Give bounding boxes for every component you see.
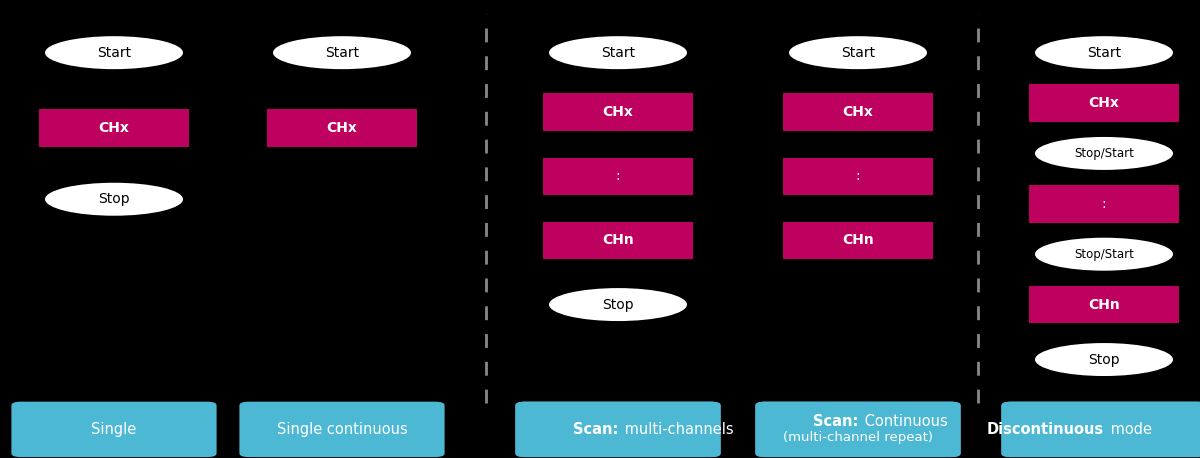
Text: Scan:: Scan: [836,414,882,430]
Text: Scan: Continuous: Scan: Continuous [793,414,923,430]
Text: Stop: Stop [1088,353,1120,366]
Text: Scan:: Scan: [812,414,858,429]
FancyBboxPatch shape [542,93,694,131]
FancyBboxPatch shape [516,402,720,457]
FancyBboxPatch shape [266,109,418,147]
Ellipse shape [1034,36,1174,69]
Text: CHx: CHx [842,105,874,119]
FancyBboxPatch shape [756,402,961,457]
FancyBboxPatch shape [1030,286,1178,323]
Text: Single: Single [91,422,137,437]
FancyBboxPatch shape [784,93,934,131]
FancyBboxPatch shape [12,402,216,457]
Ellipse shape [550,288,686,321]
Text: :: : [856,169,860,183]
Text: CHn: CHn [602,234,634,247]
Text: CHx: CHx [326,121,358,135]
FancyBboxPatch shape [1001,402,1200,457]
Text: Stop/Start: Stop/Start [1074,147,1134,160]
Text: (multi-channel repeat): (multi-channel repeat) [784,431,934,444]
Text: CHx: CHx [1088,96,1120,110]
FancyBboxPatch shape [516,402,720,457]
Text: Stop: Stop [98,192,130,206]
Text: Single continuous: Single continuous [277,422,407,437]
Text: Start: Start [1087,46,1121,60]
Text: Start: Start [97,46,131,60]
Text: Stop: Stop [602,298,634,311]
FancyBboxPatch shape [542,158,694,195]
Text: CHn: CHn [1088,298,1120,311]
Ellipse shape [1034,137,1174,170]
Text: (multi-channel repeat): (multi-channel repeat) [784,431,934,444]
FancyBboxPatch shape [542,222,694,259]
Text: Scan: multi-channels: Scan: multi-channels [541,422,695,437]
Text: CHx: CHx [602,105,634,119]
Text: Discontinuous: Discontinuous [986,422,1104,437]
FancyBboxPatch shape [1001,402,1200,457]
Text: CHn: CHn [842,234,874,247]
FancyBboxPatch shape [756,402,961,457]
FancyBboxPatch shape [784,222,934,259]
Text: :: : [1102,197,1106,211]
Ellipse shape [1034,238,1174,271]
Text: :: : [616,169,620,183]
Ellipse shape [46,183,182,216]
FancyBboxPatch shape [1030,185,1178,223]
Text: Stop/Start: Stop/Start [1074,248,1134,261]
Text: Discontinuous mode: Discontinuous mode [1030,422,1178,437]
Text: Start: Start [601,46,635,60]
Ellipse shape [46,36,182,69]
FancyBboxPatch shape [1030,84,1178,122]
Ellipse shape [1034,343,1174,376]
Ellipse shape [790,36,928,69]
Text: CHx: CHx [98,121,130,135]
Ellipse shape [550,36,686,69]
Text: Start: Start [841,46,875,60]
Ellipse shape [272,36,410,69]
Text: multi-channels: multi-channels [620,422,734,437]
FancyBboxPatch shape [38,109,190,147]
Text: Scan:: Scan: [572,422,618,437]
Text: Scan:: Scan: [835,414,881,430]
FancyBboxPatch shape [784,158,934,195]
Text: Continuous: Continuous [860,414,948,429]
FancyBboxPatch shape [239,402,444,457]
Text: mode: mode [1106,422,1152,437]
Text: Start: Start [325,46,359,60]
